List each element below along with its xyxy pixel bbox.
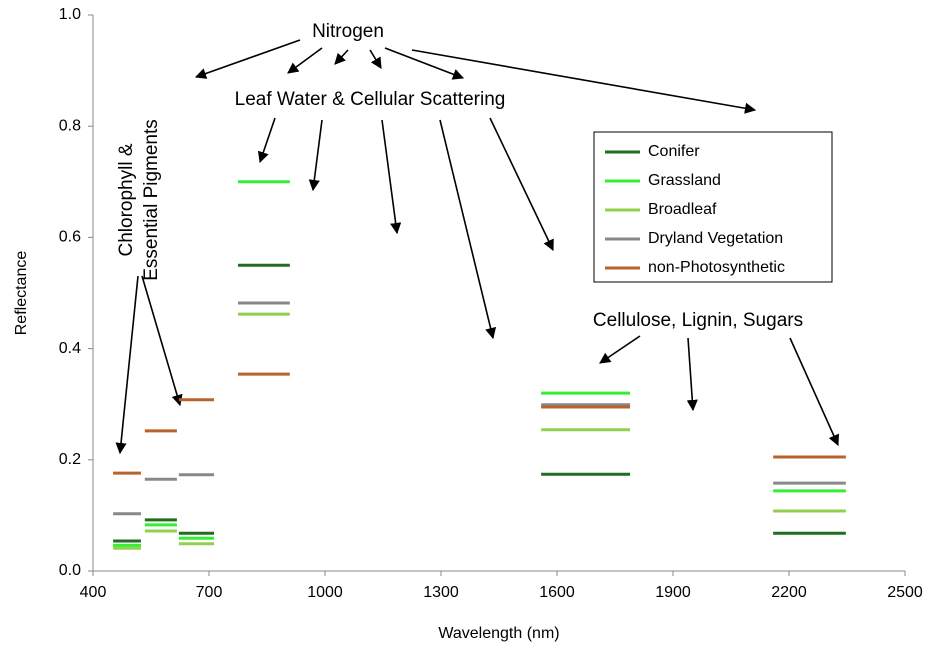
x-tick-label: 2500 <box>887 584 923 601</box>
y-tick-label: 0.6 <box>59 229 81 246</box>
x-tick-label: 1000 <box>307 584 343 601</box>
x-tick-label: 1900 <box>655 584 691 601</box>
annotation-arrows <box>115 39 839 455</box>
legend-label: Dryland Vegetation <box>648 230 783 247</box>
x-axis-label: Wavelength (nm) <box>438 625 559 642</box>
legend-label: Broadleaf <box>648 201 717 218</box>
y-tick-label: 0.2 <box>59 451 81 468</box>
x-tick-label: 2200 <box>771 584 807 601</box>
legend-label: Conifer <box>648 143 700 160</box>
annotation: Nitrogen <box>312 21 384 42</box>
y-tick-label: 0.4 <box>59 340 81 357</box>
annotation: Chlorophyll & <box>116 143 137 256</box>
legend-box <box>593 131 833 283</box>
x-tick-label: 700 <box>196 584 223 601</box>
y-tick-label: 0.0 <box>59 562 81 579</box>
annotation: Essential Pigments <box>141 119 162 281</box>
y-axis-label: Reflectance <box>13 251 30 336</box>
x-tick-label: 1300 <box>423 584 459 601</box>
annotation: Leaf Water & Cellular Scattering <box>235 89 506 110</box>
x-tick-label: 400 <box>80 584 107 601</box>
y-tick-label: 1.0 <box>59 6 81 23</box>
x-tick-label: 1600 <box>539 584 575 601</box>
annotation: Cellulose, Lignin, Sugars <box>593 310 803 331</box>
y-tick-label: 0.8 <box>59 117 81 134</box>
legend-label: non-Photosynthetic <box>648 259 785 276</box>
legend-label: Grassland <box>648 172 721 189</box>
